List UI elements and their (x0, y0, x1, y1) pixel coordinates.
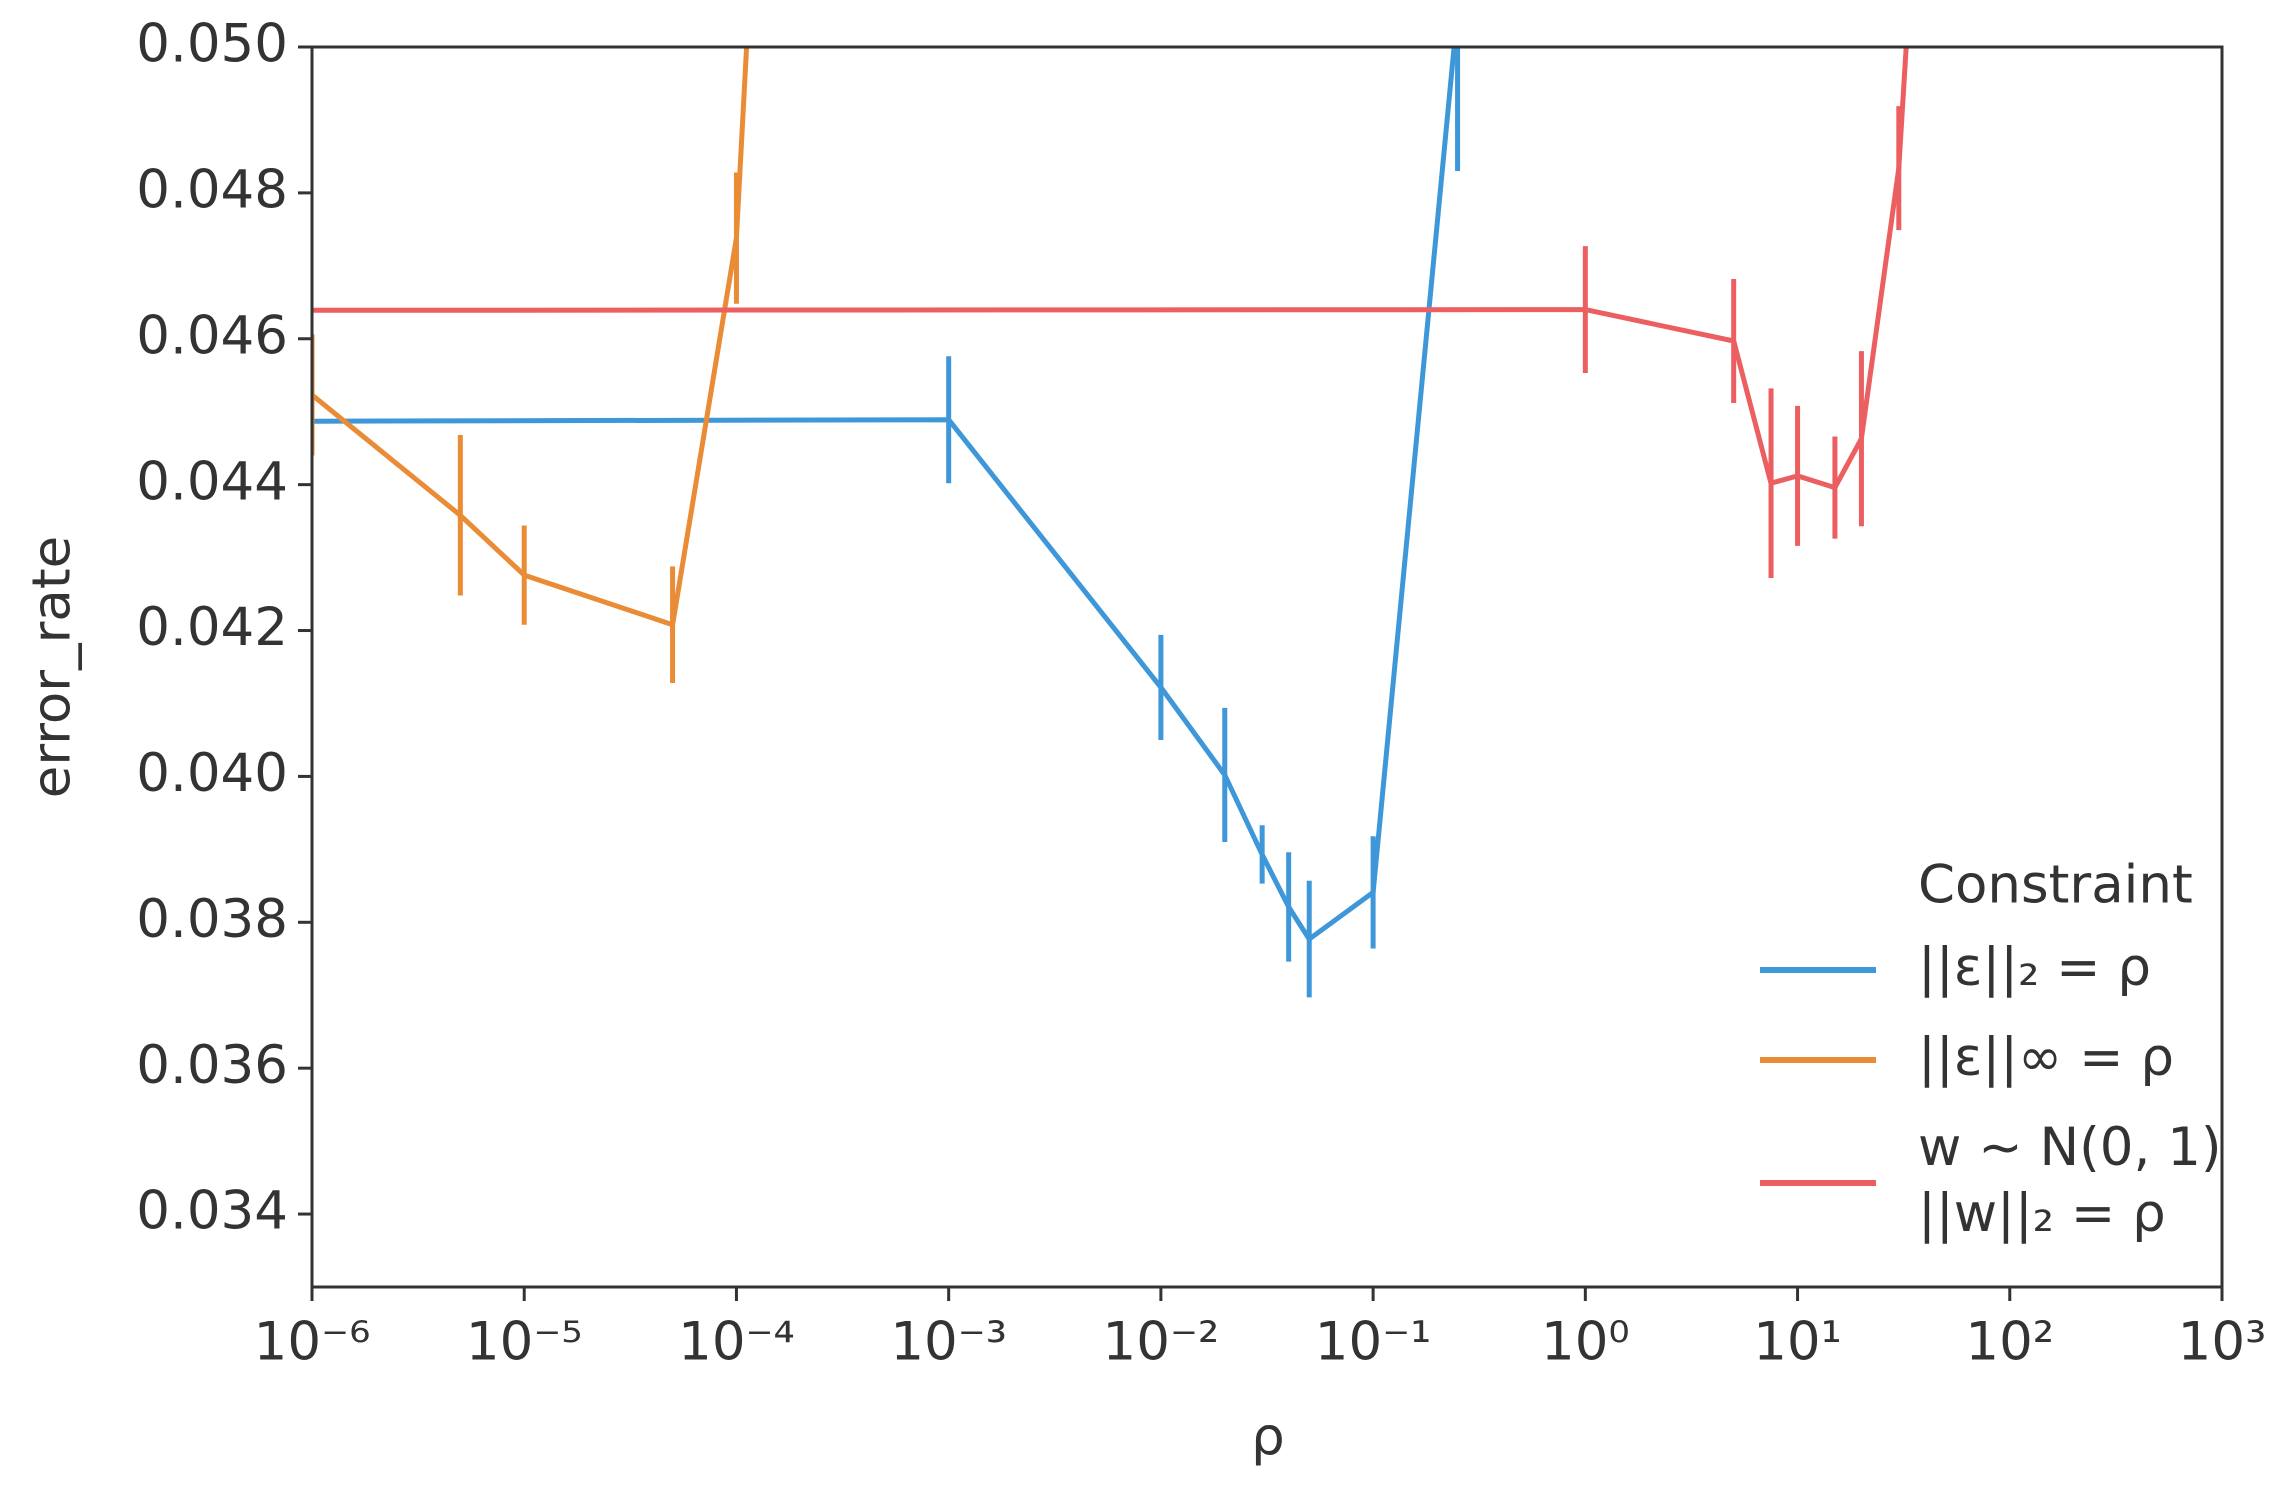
y-tick-label: 0.048 (136, 160, 288, 221)
y-tick-label: 0.046 (136, 305, 288, 366)
legend-label: ||ε||₂ = ρ (1918, 937, 2151, 998)
series-line (312, 47, 750, 628)
y-tick-label: 0.042 (136, 597, 288, 658)
x-tick-label: 10² (1965, 1312, 2054, 1373)
x-tick-label: 10¹ (1753, 1312, 1842, 1373)
y-tick-label: 0.036 (136, 1035, 288, 1096)
x-tick-label: 10⁻¹ (1315, 1312, 1432, 1373)
x-tick-label: 10⁻⁵ (466, 1312, 583, 1373)
y-tick-label: 0.044 (136, 451, 288, 512)
x-tick-label: 10⁻² (1103, 1312, 1220, 1373)
legend-label: w ~ N(0, 1) ||w||₂ = ρ (1918, 1117, 2222, 1244)
series-line (312, 47, 1457, 942)
y-tick-label: 0.034 (136, 1181, 288, 1242)
series-line (312, 47, 1909, 491)
plot-area (312, 47, 1909, 998)
y-tick-label: 0.038 (136, 889, 288, 950)
x-tick-label: 10⁻⁴ (678, 1312, 795, 1373)
y-axis-label: error_rate (22, 536, 83, 798)
x-axis-label: ρ (1251, 1407, 1285, 1468)
x-tick-label: 10⁻³ (890, 1312, 1007, 1373)
y-tick-label: 0.050 (136, 14, 288, 75)
x-tick-label: 10⁻⁶ (254, 1312, 371, 1373)
x-tick-label: 10⁰ (1541, 1312, 1630, 1373)
legend-label: ||ε||∞ = ρ (1918, 1027, 2174, 1088)
x-tick-label: 10³ (2178, 1312, 2267, 1373)
y-tick-label: 0.040 (136, 743, 288, 804)
plot-frame (310, 45, 2224, 1289)
legend-title: Constraint (1918, 855, 2193, 916)
